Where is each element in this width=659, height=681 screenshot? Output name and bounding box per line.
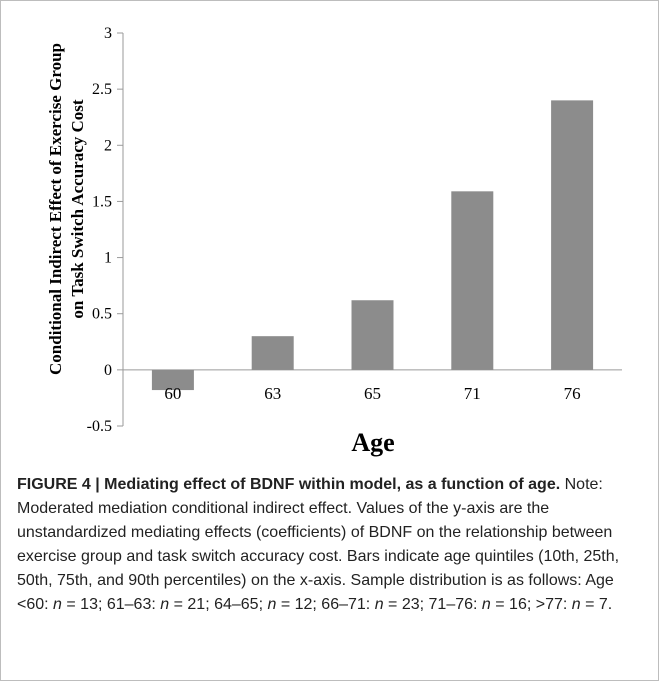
distribution-count: = 16; >77: <box>490 596 572 613</box>
bar <box>451 191 494 370</box>
x-tick-label: 63 <box>264 384 281 403</box>
distribution-count: = 21; 64–65; <box>169 596 268 613</box>
caption-text: Note: Moderated mediation conditional in… <box>17 476 620 613</box>
distribution-count: = 23; 71–76: <box>383 596 482 613</box>
n-symbol: n <box>53 596 62 613</box>
n-symbol: n <box>374 596 384 613</box>
x-axis-label: Age <box>351 428 394 457</box>
figure-caption: FIGURE 4 | Mediating effect of BDNF with… <box>17 473 645 617</box>
bar-chart: Conditional Indirect Effect of Exercise … <box>46 25 622 457</box>
y-tick-label: 2 <box>104 137 112 154</box>
n-symbol: n <box>160 596 170 613</box>
y-tick-label: -0.5 <box>87 418 112 435</box>
bar <box>251 336 294 370</box>
x-tick-label: 60 <box>164 384 181 403</box>
axes <box>117 32 622 427</box>
y-tick-label: 0 <box>104 362 112 379</box>
bar <box>151 369 194 391</box>
x-tick-label: 71 <box>464 384 481 403</box>
distribution-count: = 7. <box>580 596 613 613</box>
y-axis-label-group: Conditional Indirect Effect of Exercise … <box>46 43 87 375</box>
distribution-count: = 12; 66–71: <box>276 596 375 613</box>
y-tick-label: 0.5 <box>92 306 112 323</box>
y-tick-label: 1.5 <box>92 193 112 210</box>
tick-labels: 3 2.5 2 1.5 1 0.5 0 -0.5 60 63 65 71 76 <box>87 25 581 435</box>
n-symbol: n <box>267 596 277 613</box>
x-tick-label: 65 <box>364 384 381 403</box>
bar <box>351 300 394 370</box>
y-tick-label: 3 <box>104 25 112 42</box>
x-tick-label: 76 <box>564 384 581 403</box>
caption-lead: FIGURE 4 | Mediating effect of BDNF with… <box>17 476 561 493</box>
bars <box>151 100 594 391</box>
y-tick-label: 2.5 <box>92 81 112 98</box>
n-symbol: n <box>571 596 581 613</box>
sample-distribution: n = 13; 61–63: n = 21; 64–65; n = 12; 66… <box>53 596 612 613</box>
y-axis-label-line-2: on Task Switch Accuracy Cost <box>68 99 87 318</box>
y-tick-label: 1 <box>104 250 112 267</box>
y-axis-label-line-1: Conditional Indirect Effect of Exercise … <box>46 43 65 375</box>
n-symbol: n <box>481 596 491 613</box>
bar <box>551 100 594 370</box>
distribution-count: = 13; 61–63: <box>61 596 161 613</box>
